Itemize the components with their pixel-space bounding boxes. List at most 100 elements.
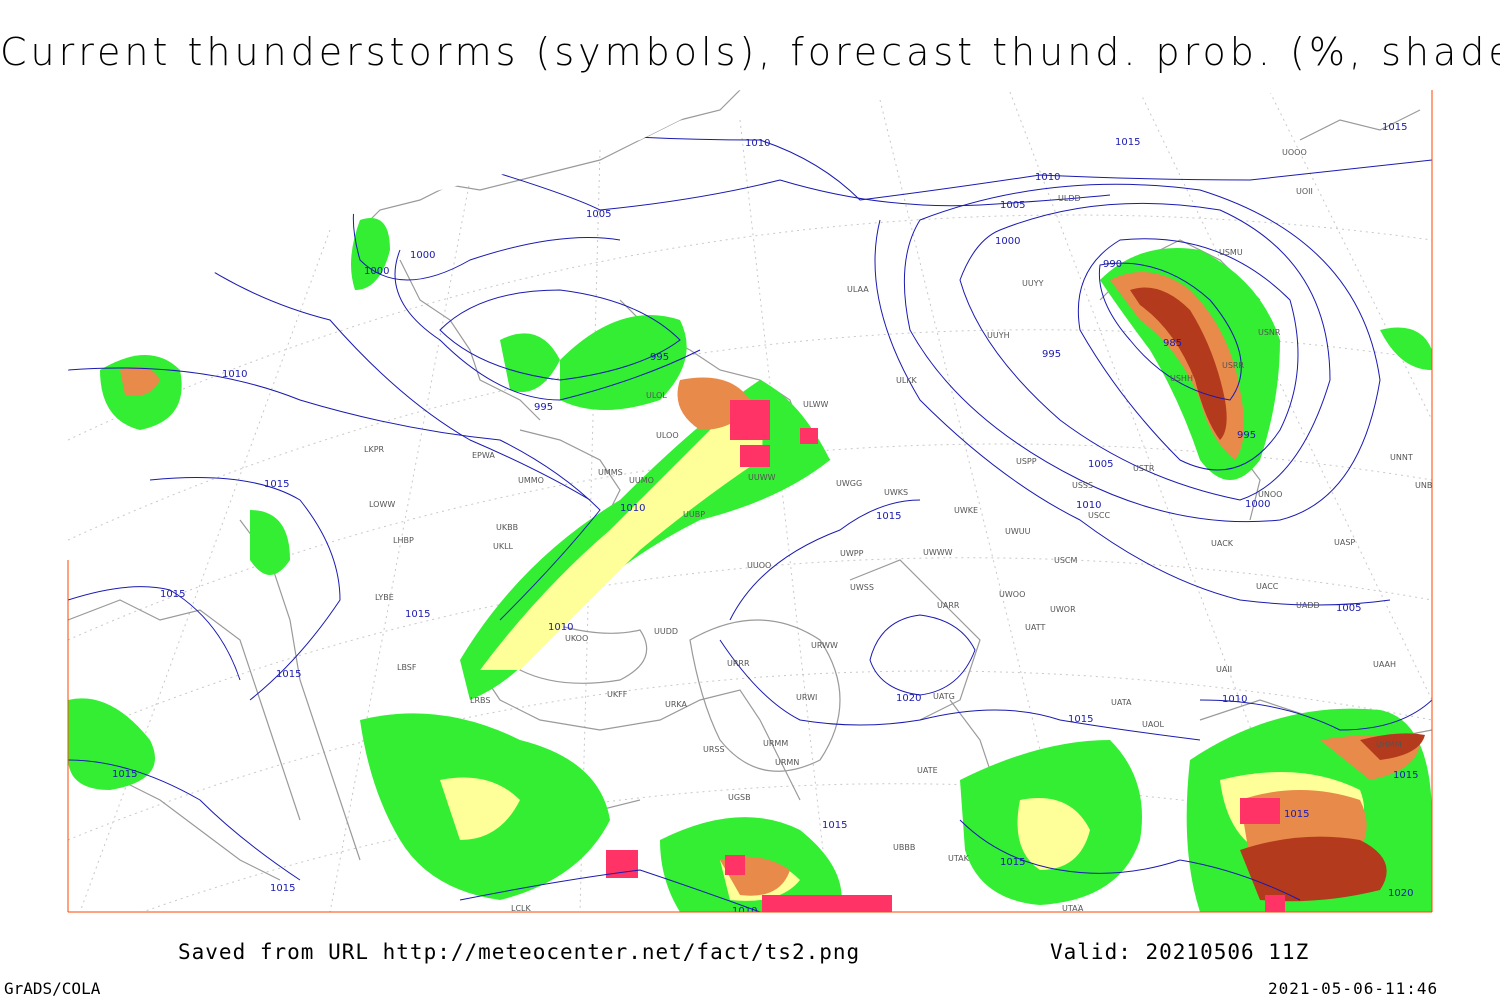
station-label: URMM (763, 739, 788, 748)
map-title: Current thunderstorms (symbols), forecas… (0, 30, 1500, 74)
station-label: UWGG (836, 479, 862, 488)
isobar-label: 1015 (270, 883, 295, 894)
isobar-label: 1000 (364, 266, 389, 277)
station-label: UUDD (654, 627, 678, 636)
station-label: UMMO (518, 476, 544, 485)
station-label: UATG (933, 692, 955, 701)
software-credit: GrADS/COLA (4, 979, 101, 998)
isobar-labels: 1000 1010 1005 1000 995 995 1010 1015 10… (112, 122, 1418, 912)
station-label: USMU (1219, 248, 1243, 257)
station-label: UGSB (728, 793, 751, 802)
station-label: LOWW (369, 500, 395, 509)
station-label: UAOL (1142, 720, 1164, 729)
isobar-label: 995 (1237, 430, 1256, 441)
station-label: UWUU (1005, 527, 1031, 536)
isobar-label: 985 (1163, 338, 1182, 349)
station-label: USHH (1170, 374, 1193, 383)
station-label: USCM (1054, 556, 1078, 565)
prob-shading-max (1130, 287, 1425, 902)
station-label: UKBB (496, 523, 518, 532)
station-label: UARR (937, 601, 960, 610)
station-label: ULOO (656, 431, 679, 440)
station-label: UTAA (1062, 904, 1084, 913)
map-border (67, 90, 1433, 913)
station-label: UWKE (954, 506, 978, 515)
station-label: LBSF (397, 663, 417, 672)
isobar-label: 1015 (1115, 137, 1140, 148)
isobar-label: 1010 (1035, 172, 1060, 183)
station-label: UACC (1256, 582, 1279, 591)
station-label: UATE (917, 766, 938, 775)
station-label: UKOO (565, 634, 588, 643)
station-label: UASP (1334, 538, 1355, 547)
station-label: UUMO (629, 476, 654, 485)
station-label: UATT (1025, 623, 1045, 632)
isobar-label: 990 (1103, 259, 1122, 270)
isobar-label: 1020 (1388, 888, 1413, 899)
station-label: LRBS (470, 696, 490, 705)
station-label: USCC (1088, 511, 1111, 520)
isobar-label: 1015 (1000, 857, 1025, 868)
station-label: EPWA (472, 451, 495, 460)
isobar-label: 1005 (1088, 459, 1113, 470)
station-label: URKA (665, 700, 688, 709)
station-label: USPP (1016, 457, 1037, 466)
station-label: UWOR (1050, 605, 1076, 614)
station-label: UTAK (948, 854, 970, 863)
station-label: URSS (703, 745, 725, 754)
isobar-label: 1000 (410, 250, 435, 261)
station-label: UWOO (999, 590, 1025, 599)
isobar-label: 1015 (1393, 770, 1418, 781)
station-label: UBBB (893, 843, 915, 852)
isobar-label: 1015 (112, 769, 137, 780)
station-label: LHBP (393, 536, 414, 545)
station-label: UOOO (1282, 148, 1307, 157)
station-label: UOII (1296, 187, 1313, 196)
station-label: UUOO (747, 561, 771, 570)
station-label: URWW (811, 641, 838, 650)
station-label: UATA (1111, 698, 1132, 707)
station-label: UADD (1296, 601, 1320, 610)
isobar-label: 1010 (548, 622, 573, 633)
thunderstorm-symbols (606, 400, 1285, 912)
isobar-label: 995 (534, 402, 553, 413)
station-label: USRR (1222, 361, 1244, 370)
station-label: UNBB (1415, 481, 1438, 490)
station-label: UAII (1216, 665, 1232, 674)
station-label: UUWW (748, 473, 776, 482)
station-label: ULDD (1058, 194, 1081, 203)
source-url-caption: Saved from URL http://meteocenter.net/fa… (178, 940, 861, 964)
station-label: UKLL (493, 542, 514, 551)
station-label: UNNT (1390, 453, 1413, 462)
isobar-label: 1000 (995, 236, 1020, 247)
isobar-label: 1015 (160, 589, 185, 600)
station-label: ULOL (646, 391, 667, 400)
station-label: UUYH (987, 331, 1010, 340)
station-label: URWI (796, 693, 817, 702)
isobar-label: 1010 (1076, 500, 1101, 511)
station-label: UMMS (598, 468, 623, 477)
station-label: ULKK (896, 376, 918, 385)
isobar-label: 1015 (276, 669, 301, 680)
isobar-label: 995 (1042, 349, 1061, 360)
station-label: UAAH (1373, 660, 1396, 669)
station-label: UUBP (683, 510, 705, 519)
station-label: UHMM (1376, 740, 1402, 749)
valid-time: Valid: 20210506 11Z (1050, 940, 1310, 964)
isobar-label: 1005 (586, 209, 611, 220)
station-label: UACK (1211, 539, 1234, 548)
station-label: UWPP (840, 549, 864, 558)
isobars (68, 119, 1432, 912)
isobar-label: 1010 (1222, 694, 1247, 705)
station-label: LKPR (364, 445, 385, 454)
isobar-label: 1005 (1336, 603, 1361, 614)
station-label: ULAA (847, 285, 869, 294)
station-label: USTR (1133, 464, 1155, 473)
station-label: ULWW (803, 400, 828, 409)
station-label: UWKS (884, 488, 908, 497)
station-label: UWWW (923, 548, 953, 557)
isobar-label: 1010 (222, 369, 247, 380)
station-label: LCLK (511, 904, 532, 913)
isobar-label: 1015 (1068, 714, 1093, 725)
